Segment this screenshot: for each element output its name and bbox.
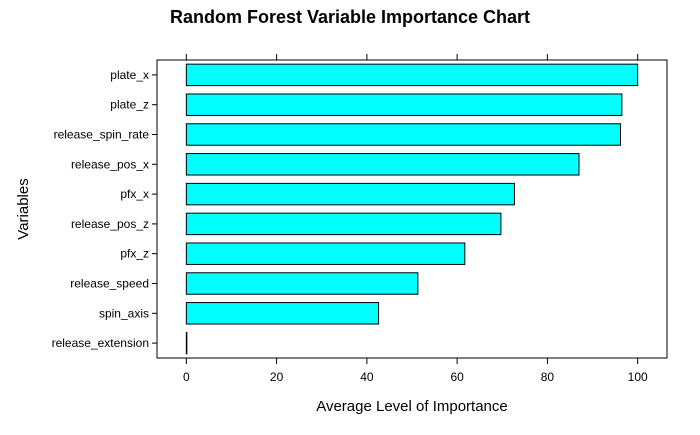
bar-pfx-z [185,242,466,265]
category-label: release_pos_x [71,157,149,171]
plot-frame [156,59,668,359]
category-label: pfx_x [120,187,149,201]
bar-release-spin-rate [185,123,622,146]
category-label: release_pos_z [71,217,149,231]
bar-plate-x [185,63,639,87]
bar-release-extension [185,331,188,355]
x-tick-label: 20 [270,370,284,384]
bar-release-pos-x [185,153,580,176]
x-tick-label: 100 [628,370,648,384]
y-axis-title: Variables [15,178,32,239]
category-label: pfx_z [120,247,149,261]
category-labels: plate_x plate_z release_spin_rate release_p… [52,68,157,350]
x-axis-ticks: 0 20 40 60 80 100 [183,54,648,384]
bar-plate-z [185,93,623,116]
category-label: release_extension [52,336,149,350]
category-label: plate_z [110,98,149,112]
x-tick-label: 60 [450,370,464,384]
x-tick-label: 0 [183,370,190,384]
bars-group [185,63,639,355]
category-label: release_spin_rate [54,128,150,142]
category-label: spin_axis [99,306,149,320]
bar-spin-axis [185,302,380,325]
category-label: release_speed [70,277,149,291]
bar-release-pos-z [185,212,502,236]
bar-pfx-x [185,182,515,206]
x-tick-label: 40 [360,370,374,384]
category-label: plate_x [110,68,149,82]
x-tick-label: 80 [541,370,555,384]
x-axis-title: Average Level of Importance [316,398,508,415]
bar-release-speed [185,272,419,295]
chart-title: Random Forest Variable Importance Chart [170,7,530,27]
